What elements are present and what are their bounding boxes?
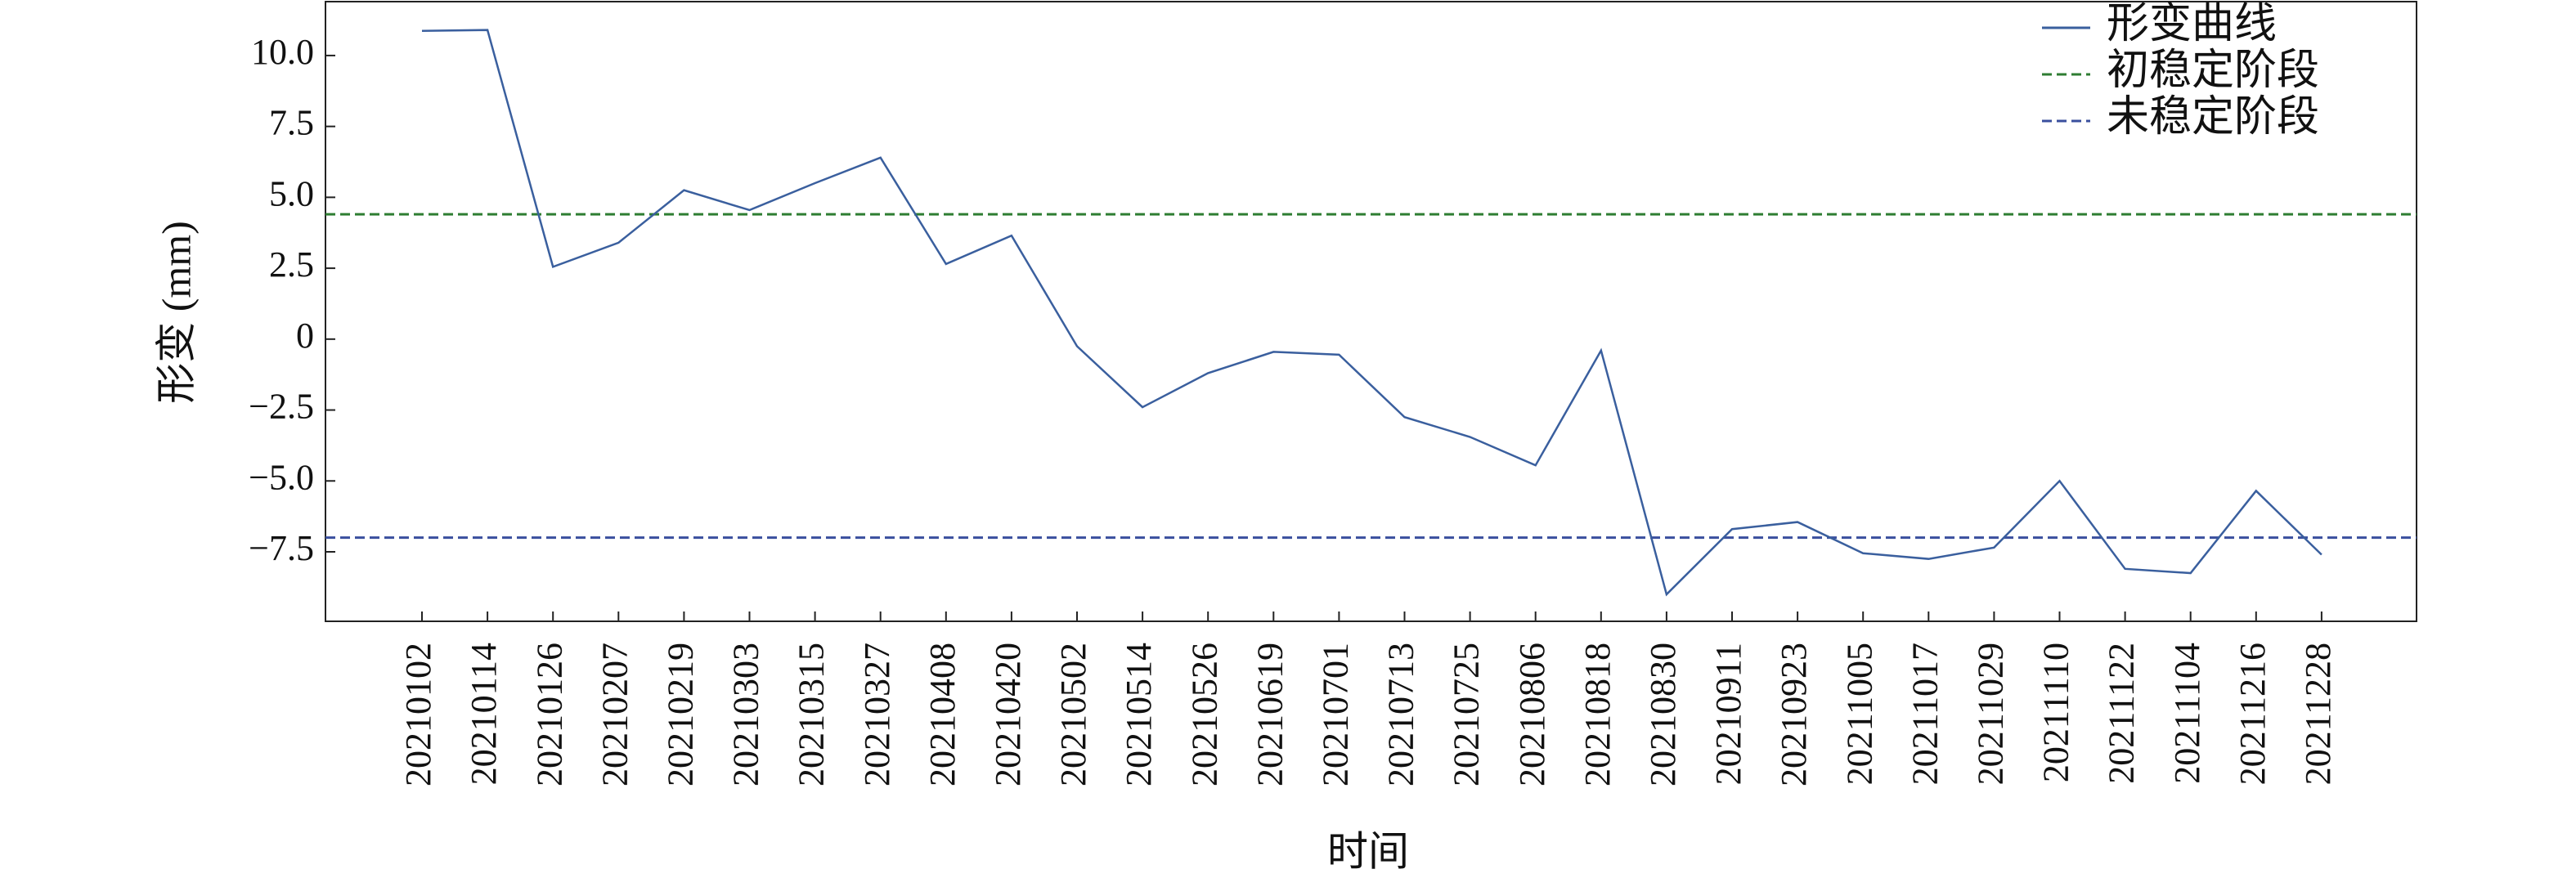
- x-tick-label: 20210102: [398, 643, 438, 786]
- y-tick-label: 10.0: [251, 32, 314, 72]
- x-tick-label: 20210830: [1643, 643, 1683, 786]
- x-tick-label: 20210713: [1381, 643, 1421, 786]
- x-tick-label: 20211110: [2036, 643, 2076, 782]
- legend-label: 未稳定阶段: [2107, 94, 2319, 141]
- x-tick-label: 20210315: [792, 643, 832, 786]
- x-axis-label: 时间: [1327, 828, 1409, 874]
- x-tick-label: 20211228: [2298, 643, 2338, 785]
- x-tick-label: 20211029: [1970, 643, 2010, 785]
- x-tick-label: 20210327: [857, 643, 897, 786]
- x-tick-label: 20210114: [464, 643, 504, 785]
- x-tick-label: 20210911: [1708, 643, 1748, 785]
- y-tick-label: −5.0: [249, 457, 314, 497]
- x-tick-label: 20210420: [988, 643, 1028, 786]
- x-tick-label: 20211017: [1905, 643, 1945, 785]
- legend-label: 形变曲线: [2107, 1, 2277, 47]
- x-tick-label: 20210219: [660, 643, 700, 786]
- y-tick-label: 7.5: [269, 103, 314, 143]
- x-tick-label: 20210126: [529, 643, 569, 786]
- y-tick-label: −2.5: [249, 387, 314, 427]
- x-tick-label: 20210526: [1184, 643, 1224, 786]
- x-tick-label: 20210502: [1053, 643, 1093, 786]
- x-tick-label: 20211122: [2102, 643, 2142, 784]
- x-tick-label: 20211104: [2167, 643, 2207, 784]
- y-tick-label: −7.5: [249, 528, 314, 568]
- x-tick-label: 20210806: [1512, 643, 1552, 786]
- x-tick-label: 20210818: [1577, 643, 1618, 786]
- x-tick-label: 20210725: [1447, 643, 1487, 786]
- x-tick-label: 20210408: [922, 643, 963, 786]
- plot-frame: [325, 1, 2417, 622]
- x-tick-label: 20210514: [1119, 643, 1159, 786]
- y-axis-label: 形变 (mm): [153, 221, 199, 404]
- x-tick-label: 20210701: [1315, 643, 1355, 786]
- x-tick-label: 20211005: [1839, 643, 1879, 785]
- x-tick-label: 20210303: [726, 643, 766, 786]
- data-line: [421, 29, 2322, 597]
- y-tick-label: 5.0: [269, 173, 314, 213]
- x-tick-label: 20210619: [1250, 643, 1290, 786]
- y-tick-label: 0: [296, 316, 314, 356]
- legend-label: 初稳定阶段: [2107, 47, 2319, 94]
- x-tick-label: 20211216: [2233, 643, 2273, 785]
- x-tick-label: 20210207: [595, 643, 635, 786]
- y-tick-label: 2.5: [269, 244, 314, 284]
- x-tick-label: 20210923: [1774, 643, 1814, 786]
